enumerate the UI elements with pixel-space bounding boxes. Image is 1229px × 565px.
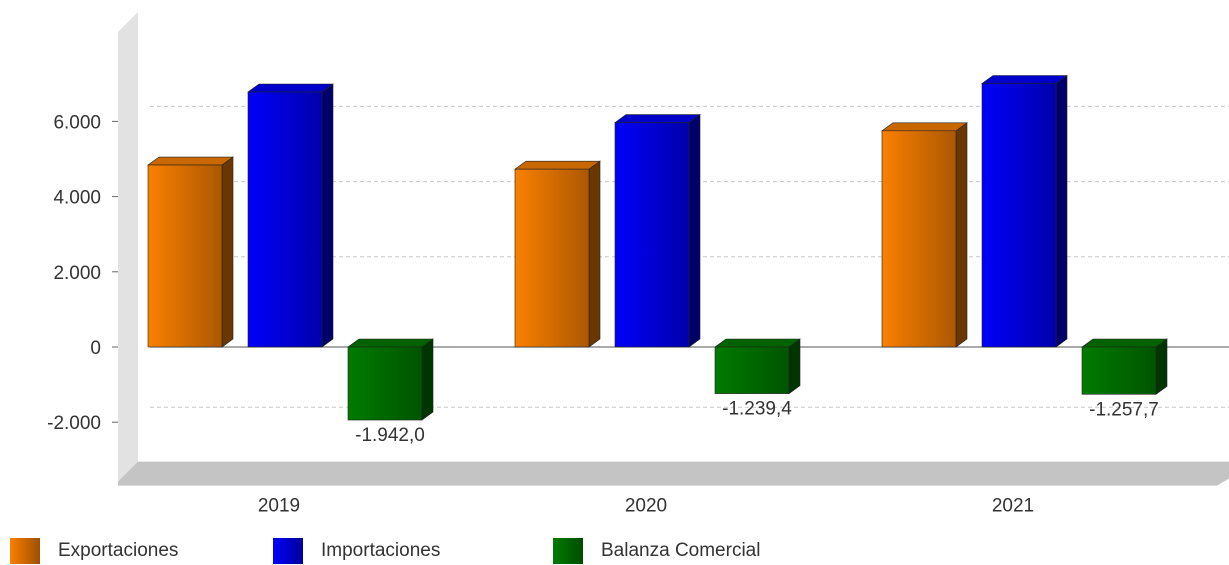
y-axis: -2.000 0 2.000 4.000 6.000 <box>47 112 118 434</box>
data-label: -1.239,4 <box>722 399 792 420</box>
floor <box>118 461 1229 486</box>
chart-legend: Exportaciones Importaciones Balanza Comerc… <box>0 537 1229 565</box>
bar-top <box>247 83 334 93</box>
bar-importaciones-2020 <box>614 113 701 348</box>
data-labels: -1.942,0 -1.239,4 -1.257,7 <box>355 399 1159 446</box>
y-tick-label: 2.000 <box>53 263 101 284</box>
y-tick-label: 4.000 <box>53 188 101 209</box>
bar-top <box>981 75 1068 84</box>
legend-item-importaciones: Importaciones <box>273 537 440 565</box>
bar-front <box>247 91 323 348</box>
data-label: -1.257,7 <box>1089 399 1159 420</box>
bar-side <box>1155 338 1168 395</box>
bar-chart: -2.000 0 2.000 4.000 6.000 2019 2020 2021 -1.9… <box>47 12 1229 517</box>
bar-exportaciones-2020 <box>514 160 601 348</box>
bar-side <box>688 113 701 348</box>
legend-label: Balanza Comercial <box>601 540 761 561</box>
x-axis: 2019 2020 2021 <box>258 496 1034 517</box>
bar-exportaciones-2021 <box>881 122 968 348</box>
bar-importaciones-2021 <box>981 74 1068 348</box>
bar-side <box>788 338 801 395</box>
bar-balanza-comercial-2020 <box>714 338 801 395</box>
bar-top <box>881 122 968 132</box>
legend-swatch <box>10 538 40 564</box>
x-tick-label: 2021 <box>992 496 1034 517</box>
bar-front <box>514 168 590 348</box>
bar-importaciones-2019 <box>247 83 334 348</box>
left-wall <box>118 12 138 482</box>
bar-front <box>147 164 223 348</box>
bar-front <box>614 122 690 348</box>
legend-label: Exportaciones <box>58 540 179 561</box>
bar-front <box>1081 346 1157 395</box>
x-tick-label: 2020 <box>625 496 667 517</box>
legend-swatch <box>273 538 303 564</box>
bar-side <box>955 122 968 348</box>
bar-side <box>1055 74 1068 348</box>
bar-balanza-comercial-2021 <box>1081 338 1168 395</box>
bar-side <box>421 338 434 421</box>
bar-top <box>1081 338 1168 348</box>
bar-side <box>321 83 334 348</box>
bar-balanza-comercial-2019 <box>347 338 434 421</box>
bar-top <box>347 338 434 348</box>
bar-front <box>347 346 423 421</box>
bar-top <box>147 156 234 166</box>
legend-swatch <box>553 538 583 564</box>
x-tick-label: 2019 <box>258 496 300 517</box>
legend-item-balanza-comercial: Balanza Comercial <box>553 537 760 565</box>
legend-label: Importaciones <box>321 540 441 561</box>
bar-front <box>881 130 957 348</box>
bar-top <box>714 338 801 348</box>
y-tick-label: 0 <box>90 338 101 359</box>
bar-side <box>588 160 601 348</box>
chart-frame <box>118 12 1229 486</box>
chart-bars <box>147 74 1168 421</box>
y-tick-label: 6.000 <box>53 112 101 133</box>
legend-item-exportaciones: Exportaciones <box>10 537 178 565</box>
bar-front <box>714 346 790 394</box>
bar-top <box>614 114 701 123</box>
bar-front <box>981 83 1057 348</box>
y-tick-label: -2.000 <box>47 413 101 434</box>
bar-top <box>514 160 601 170</box>
bar-exportaciones-2019 <box>147 156 234 348</box>
data-label: -1.942,0 <box>355 425 425 446</box>
bar-side <box>221 156 234 348</box>
